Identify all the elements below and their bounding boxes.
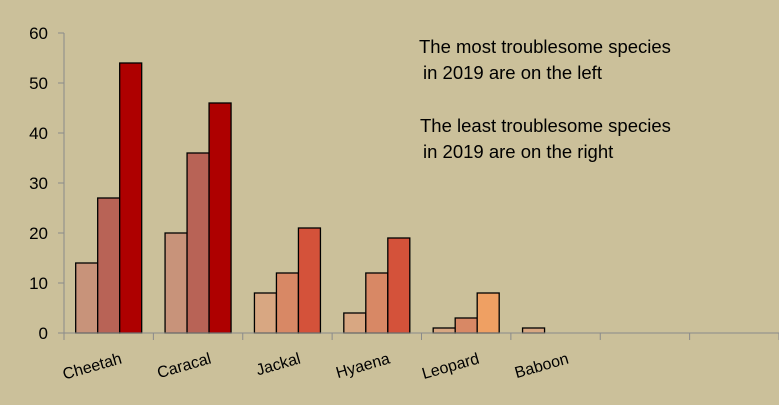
- bar: [119, 62, 143, 334]
- y-axis-ticks: 0 10 20 30 40 50 60: [29, 24, 64, 343]
- annotation-line-2: in 2019 are on the left: [423, 62, 602, 83]
- annotations: The most troublesome species in 2019 are…: [419, 36, 671, 162]
- y-tick-label: 50: [29, 74, 48, 93]
- y-tick-label: 20: [29, 224, 48, 243]
- bar: [365, 272, 389, 334]
- y-tick-label: 60: [29, 24, 48, 43]
- x-axis-ticks: [63, 333, 779, 340]
- bar: [253, 292, 278, 334]
- bar: [164, 232, 188, 334]
- bar: [97, 197, 121, 334]
- bar: [297, 227, 322, 334]
- bars-layer: [75, 62, 546, 334]
- bar: [521, 327, 546, 334]
- annotation-line-3: The least troublesome species: [420, 115, 671, 136]
- bar: [343, 312, 367, 334]
- y-tick-label: 30: [29, 174, 48, 193]
- bar: [208, 102, 232, 334]
- bar: [275, 272, 300, 334]
- bar: [454, 317, 478, 334]
- y-tick-label: 0: [39, 324, 48, 343]
- bar: [186, 152, 210, 334]
- annotation-line-1: The most troublesome species: [419, 36, 671, 57]
- bar: [75, 262, 99, 334]
- bar: [476, 292, 500, 334]
- y-tick-label: 10: [29, 274, 48, 293]
- bar: [432, 327, 456, 334]
- y-tick-label: 40: [29, 124, 48, 143]
- bar: [387, 237, 411, 334]
- annotation-line-4: in 2019 are on the right: [423, 141, 613, 162]
